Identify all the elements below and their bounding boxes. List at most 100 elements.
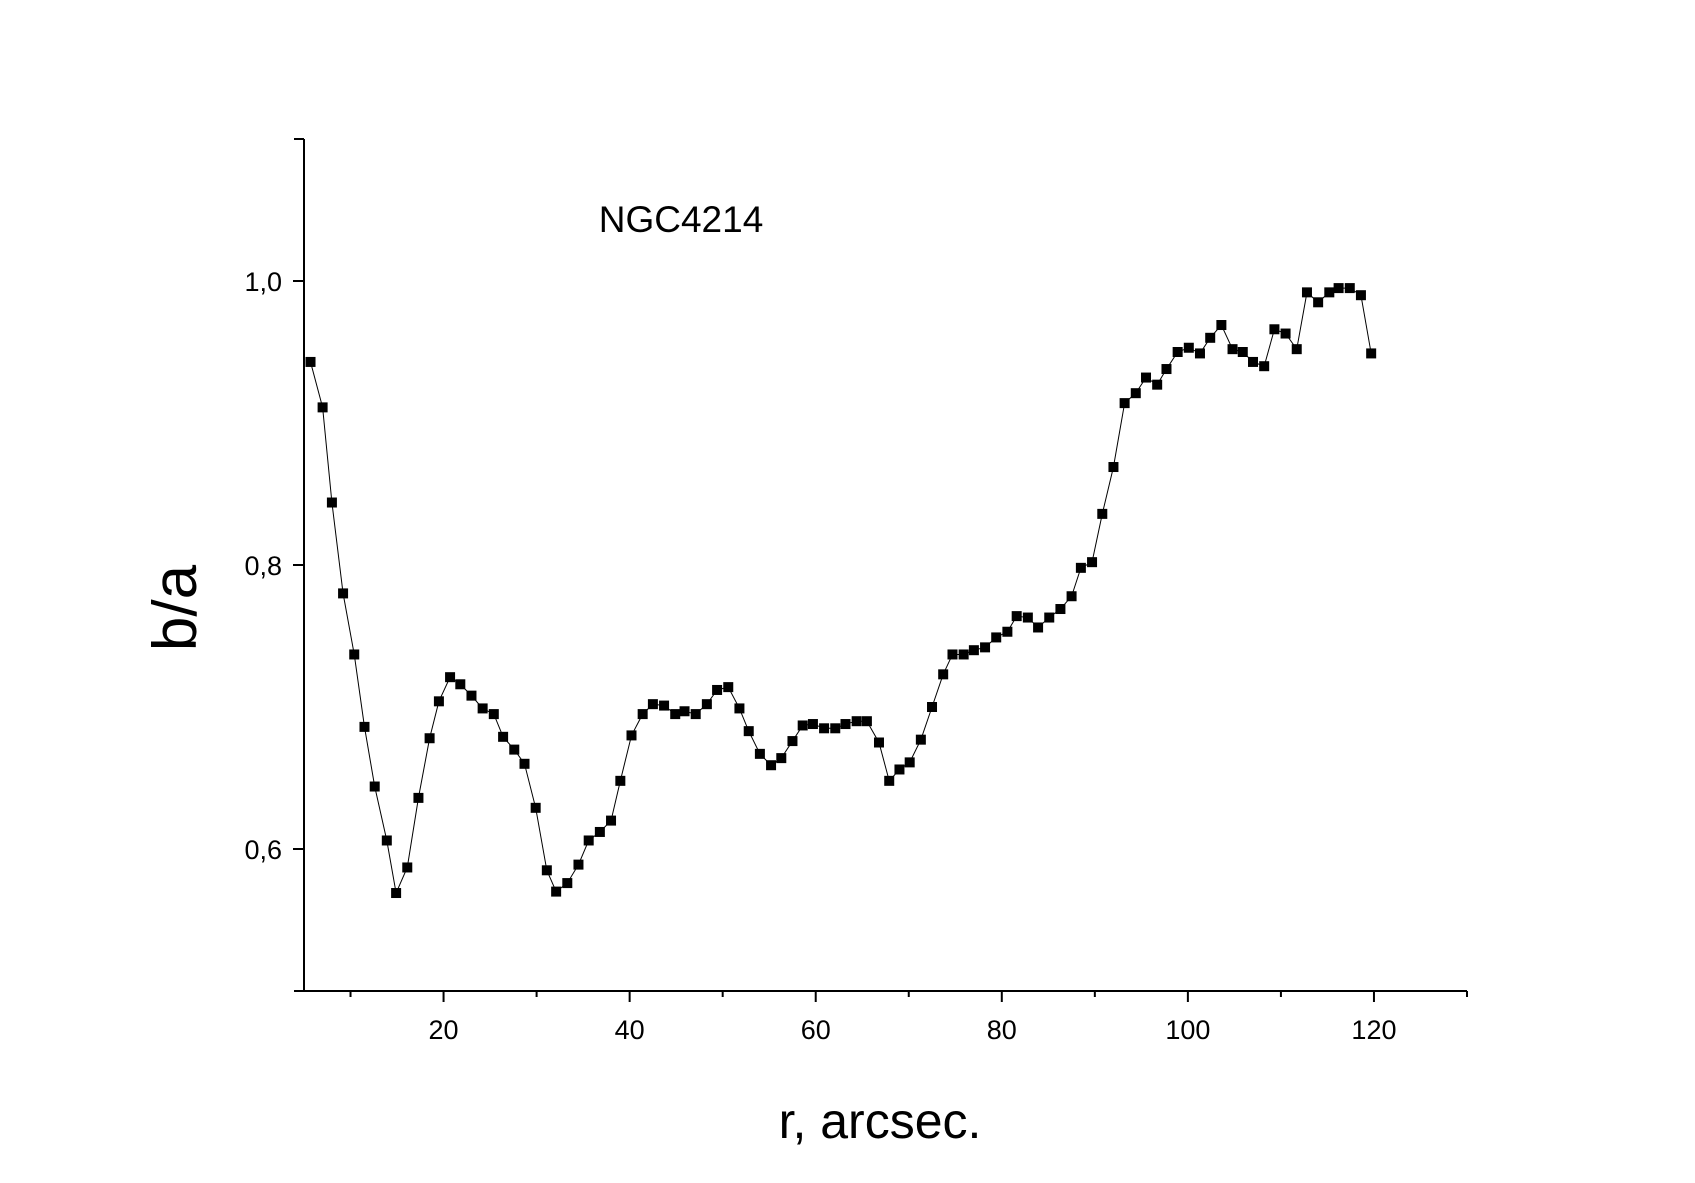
- data-point: [488, 709, 499, 720]
- chart-title: NGC4214: [599, 199, 764, 240]
- data-point: [670, 709, 681, 720]
- data-point: [787, 736, 798, 747]
- data-point: [754, 748, 765, 759]
- data-point: [1172, 347, 1183, 357]
- data-point: [615, 775, 626, 786]
- data-point: [1161, 364, 1172, 375]
- y-tick-label: 0,6: [244, 835, 282, 865]
- data-point: [1183, 342, 1194, 353]
- x-tick-label: 60: [801, 1015, 831, 1045]
- data-point: [391, 888, 402, 899]
- data-point: [573, 859, 584, 870]
- data-point: [1259, 361, 1270, 372]
- data-point: [413, 792, 424, 803]
- data-point: [927, 702, 938, 712]
- data-point: [679, 706, 690, 717]
- data-point: [626, 730, 637, 741]
- data-point: [1119, 398, 1130, 409]
- data-point: [606, 815, 617, 826]
- data-point: [551, 886, 562, 897]
- data-point: [433, 696, 444, 707]
- data-line: [310, 287, 1372, 895]
- data-point: [958, 649, 969, 660]
- data-point: [455, 679, 466, 690]
- data-point: [873, 737, 884, 748]
- data-point: [562, 878, 573, 889]
- data-point: [349, 649, 360, 660]
- data-point: [980, 642, 991, 653]
- data-point: [807, 719, 818, 730]
- data-point: [1205, 332, 1216, 343]
- data-point: [594, 826, 605, 837]
- data-point: [690, 709, 701, 720]
- data-point: [1269, 324, 1280, 335]
- data-point: [509, 744, 520, 755]
- data-point: [1324, 287, 1335, 298]
- data-point: [1152, 379, 1163, 390]
- data-point: [1002, 626, 1013, 637]
- data-point: [884, 775, 895, 786]
- data-point: [723, 682, 734, 693]
- x-tick-label: 20: [429, 1015, 459, 1045]
- data-point: [1066, 591, 1077, 602]
- data-point: [701, 699, 712, 710]
- data-point: [326, 497, 337, 508]
- data-point: [1216, 320, 1227, 331]
- data-point: [734, 703, 745, 714]
- data-point: [1366, 348, 1377, 359]
- x-tick-label: 120: [1351, 1015, 1396, 1045]
- data-point: [1097, 508, 1108, 519]
- data-point: [819, 723, 830, 734]
- data-point: [1301, 287, 1312, 298]
- data-point: [776, 753, 787, 764]
- data-point: [904, 757, 915, 768]
- data-point: [530, 802, 541, 813]
- data-point: [1033, 622, 1044, 633]
- data-point: [659, 700, 670, 711]
- data-point: [477, 703, 488, 714]
- x-tick-label: 40: [615, 1015, 645, 1045]
- data-point: [938, 669, 949, 680]
- data-point: [1333, 283, 1344, 294]
- data-point: [369, 781, 380, 792]
- data-point: [305, 356, 316, 367]
- data-point: [851, 716, 862, 727]
- data-point: [1075, 562, 1086, 573]
- data-point: [1291, 344, 1302, 355]
- data-point: [1108, 462, 1119, 473]
- x-tick-label: 100: [1165, 1015, 1210, 1045]
- data-point: [1141, 372, 1152, 383]
- data-point: [381, 835, 392, 846]
- y-tick-label: 1,0: [244, 267, 282, 297]
- data-point: [1087, 557, 1098, 568]
- data-point: [317, 402, 328, 413]
- data-point: [637, 709, 648, 720]
- data-point: [1313, 297, 1324, 308]
- data-point: [968, 645, 979, 656]
- data-point: [1055, 604, 1066, 615]
- data-point: [519, 758, 530, 769]
- data-point: [743, 726, 754, 737]
- y-axis-label: b/a: [141, 564, 210, 651]
- data-point: [1022, 612, 1033, 623]
- data-point: [1355, 290, 1366, 301]
- data-point: [1237, 347, 1248, 357]
- data-point: [1011, 611, 1022, 622]
- data-point: [1248, 356, 1259, 367]
- data-point: [424, 733, 435, 744]
- data-point: [1227, 344, 1238, 355]
- data-point: [498, 731, 509, 742]
- data-point: [445, 672, 456, 683]
- data-point: [861, 716, 872, 727]
- data-point: [359, 721, 370, 732]
- data-point: [1130, 388, 1141, 399]
- data-point: [1194, 348, 1205, 359]
- data-point: [338, 588, 349, 599]
- data-point: [1344, 283, 1355, 294]
- data-point: [840, 719, 851, 730]
- data-point: [647, 699, 658, 710]
- data-point: [712, 684, 723, 695]
- data-point: [797, 720, 808, 731]
